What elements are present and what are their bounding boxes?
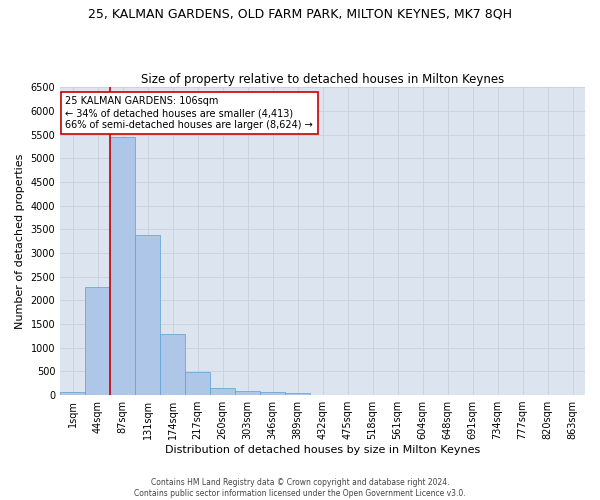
X-axis label: Distribution of detached houses by size in Milton Keynes: Distribution of detached houses by size … xyxy=(165,445,480,455)
Bar xyxy=(260,392,285,395)
Bar xyxy=(210,388,235,395)
Bar xyxy=(85,287,110,395)
Bar xyxy=(185,372,210,395)
Bar xyxy=(235,392,260,395)
Text: 25 KALMAN GARDENS: 106sqm
← 34% of detached houses are smaller (4,413)
66% of se: 25 KALMAN GARDENS: 106sqm ← 34% of detac… xyxy=(65,96,313,130)
Bar xyxy=(110,137,135,395)
Text: Contains HM Land Registry data © Crown copyright and database right 2024.
Contai: Contains HM Land Registry data © Crown c… xyxy=(134,478,466,498)
Title: Size of property relative to detached houses in Milton Keynes: Size of property relative to detached ho… xyxy=(141,73,504,86)
Y-axis label: Number of detached properties: Number of detached properties xyxy=(15,154,25,329)
Bar xyxy=(135,235,160,395)
Bar xyxy=(160,334,185,395)
Text: 25, KALMAN GARDENS, OLD FARM PARK, MILTON KEYNES, MK7 8QH: 25, KALMAN GARDENS, OLD FARM PARK, MILTO… xyxy=(88,8,512,20)
Bar xyxy=(60,392,85,395)
Bar xyxy=(285,393,310,395)
